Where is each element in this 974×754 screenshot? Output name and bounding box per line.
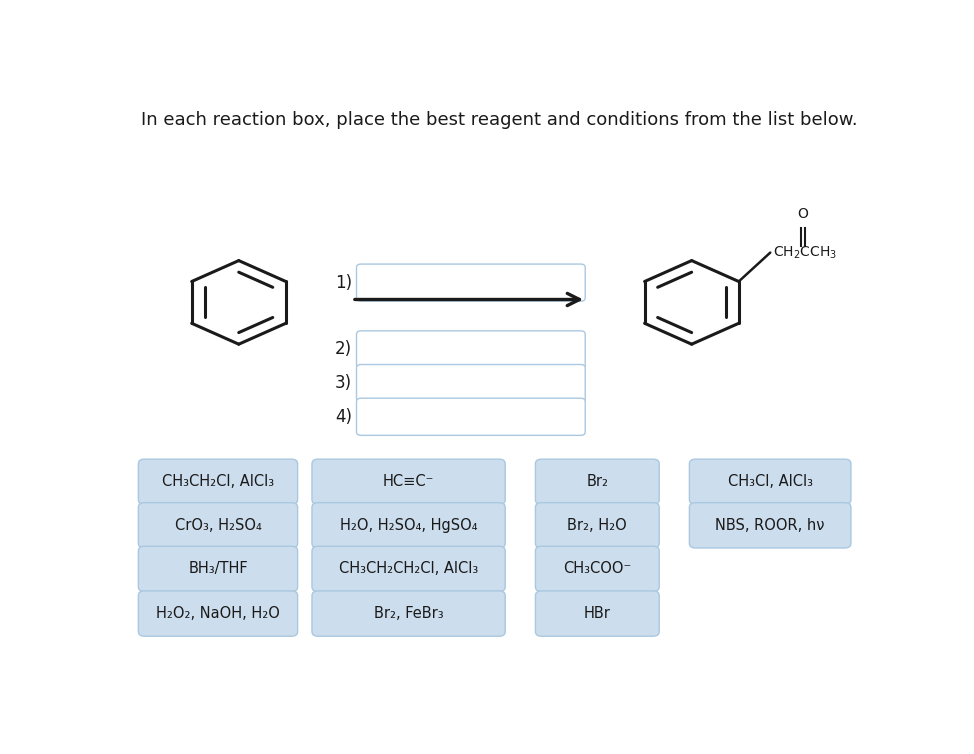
Text: CH₃CH₂CH₂Cl, AlCl₃: CH₃CH₂CH₂Cl, AlCl₃: [339, 562, 478, 576]
Text: CrO₃, H₂SO₄: CrO₃, H₂SO₄: [174, 518, 261, 533]
FancyBboxPatch shape: [356, 331, 585, 368]
FancyBboxPatch shape: [356, 364, 585, 402]
FancyBboxPatch shape: [536, 546, 659, 592]
Text: 1): 1): [335, 274, 352, 292]
FancyBboxPatch shape: [536, 591, 659, 636]
Text: HC≡C⁻: HC≡C⁻: [383, 474, 434, 489]
FancyBboxPatch shape: [138, 503, 298, 548]
FancyBboxPatch shape: [138, 591, 298, 636]
FancyBboxPatch shape: [356, 398, 585, 435]
Text: NBS, ROOR, hν: NBS, ROOR, hν: [716, 518, 825, 533]
Text: CH₃Cl, AlCl₃: CH₃Cl, AlCl₃: [728, 474, 812, 489]
FancyBboxPatch shape: [536, 459, 659, 504]
FancyBboxPatch shape: [312, 546, 506, 592]
Text: 3): 3): [335, 374, 352, 392]
FancyBboxPatch shape: [690, 459, 851, 504]
Text: 2): 2): [335, 340, 352, 358]
FancyBboxPatch shape: [536, 503, 659, 548]
Text: Br₂, FeBr₃: Br₂, FeBr₃: [374, 606, 443, 621]
Text: CH₃COO⁻: CH₃COO⁻: [563, 562, 631, 576]
Text: O: O: [798, 207, 808, 221]
FancyBboxPatch shape: [312, 459, 506, 504]
FancyBboxPatch shape: [312, 503, 506, 548]
Text: In each reaction box, place the best reagent and conditions from the list below.: In each reaction box, place the best rea…: [141, 111, 857, 129]
FancyBboxPatch shape: [138, 459, 298, 504]
Text: H₂O, H₂SO₄, HgSO₄: H₂O, H₂SO₄, HgSO₄: [340, 518, 477, 533]
FancyBboxPatch shape: [138, 546, 298, 592]
Text: Br₂: Br₂: [586, 474, 609, 489]
Text: 4): 4): [335, 408, 352, 426]
Text: Br₂, H₂O: Br₂, H₂O: [568, 518, 627, 533]
FancyBboxPatch shape: [690, 503, 851, 548]
FancyBboxPatch shape: [356, 264, 585, 302]
Text: H₂O₂, NaOH, H₂O: H₂O₂, NaOH, H₂O: [156, 606, 280, 621]
Text: BH₃/THF: BH₃/THF: [188, 562, 247, 576]
Text: HBr: HBr: [583, 606, 611, 621]
Text: CH$_2$CCH$_3$: CH$_2$CCH$_3$: [772, 244, 837, 261]
Text: CH₃CH₂Cl, AlCl₃: CH₃CH₂Cl, AlCl₃: [162, 474, 274, 489]
FancyBboxPatch shape: [312, 591, 506, 636]
